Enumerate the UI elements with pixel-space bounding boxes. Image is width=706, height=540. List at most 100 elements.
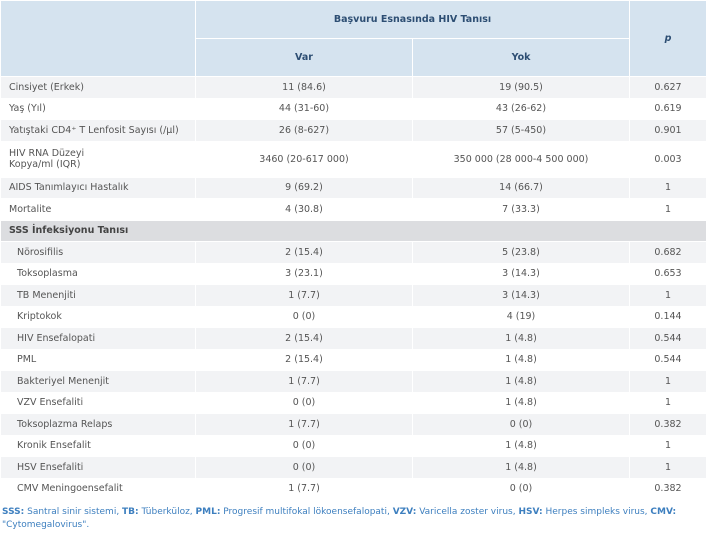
cell: 7 (33.3) <box>412 198 630 221</box>
table-row: Nörosifilis 2 (15.4) 5 (23.8) 0.682 <box>0 241 706 264</box>
table-row: Toksoplasma 3 (23.1) 3 (14.3) 0.653 <box>0 262 706 285</box>
cell: 2 (15.4) <box>195 241 413 264</box>
row-label: Cinsiyet (Erkek) <box>0 76 196 99</box>
cell: 1 (4.8) <box>412 370 630 393</box>
cell: 1 (7.7) <box>195 370 413 393</box>
table-row: Yatıştaki CD4⁺ T Lenfosit Sayısı (/µl) 26… <box>0 119 706 142</box>
cell: 1 (4.8) <box>412 434 630 457</box>
abbr: HSV: <box>518 507 543 517</box>
cell: 1 <box>629 370 706 393</box>
cell: 0 (0) <box>195 305 413 328</box>
cell: 0.627 <box>629 76 706 99</box>
header-p: p <box>629 0 706 77</box>
cell: 0 (0) <box>195 434 413 457</box>
cell: 43 (26-62) <box>412 97 630 120</box>
cell: 0.003 <box>629 140 706 178</box>
cell: 0.544 <box>629 348 706 371</box>
table-row: CMV Meningoensefalit 1 (7.7) 0 (0) 0.382 <box>0 477 706 500</box>
cell: 1 <box>629 284 706 307</box>
header-group: Başvuru Esnasında HIV Tanısı <box>195 0 630 39</box>
cell: 1 (4.8) <box>412 348 630 371</box>
abbr-text: Santral sinir sistemi, <box>24 507 123 517</box>
cell: 1 <box>629 391 706 414</box>
cell: 0 (0) <box>412 413 630 436</box>
row-label: AIDS Tanımlayıcı Hastalık <box>0 176 196 199</box>
abbr: SSS: <box>2 507 25 517</box>
cell: 9 (69.2) <box>195 176 413 199</box>
cell: 0.619 <box>629 97 706 120</box>
cell: 1 <box>629 456 706 479</box>
cell: 1 (7.7) <box>195 284 413 307</box>
table-row: AIDS Tanımlayıcı Hastalık 9 (69.2) 14 (66.… <box>0 176 706 199</box>
table-row: VZV Ensefaliti 0 (0) 1 (4.8) 1 <box>0 391 706 414</box>
table-row: HIV Ensefalopati 2 (15.4) 1 (4.8) 0.544 <box>0 327 706 350</box>
section-row: SSS İnfeksiyonu Tanısı <box>0 219 706 242</box>
abbr-text: Progresif multifokal lökoensefalopati, <box>220 507 393 517</box>
abbr-text: Herpes simpleks virus, <box>542 507 651 517</box>
cell: 2 (15.4) <box>195 327 413 350</box>
header-col: Yok <box>412 38 630 77</box>
cell: 1 <box>629 434 706 457</box>
cell: 4 (30.8) <box>195 198 413 221</box>
cell: 3 (23.1) <box>195 262 413 285</box>
row-label: HIV Ensefalopati <box>0 327 196 350</box>
cell: 3 (14.3) <box>412 284 630 307</box>
cell: 1 (4.8) <box>412 456 630 479</box>
row-label: Nörosifilis <box>0 241 196 264</box>
abbr: VZV: <box>392 507 417 517</box>
abbr-text: Varicella zoster virus, <box>416 507 519 517</box>
row-label: CMV Meningoensefalit <box>0 477 196 500</box>
table-row: Bakteriyel Menenjit 1 (7.7) 1 (4.8) 1 <box>0 370 706 393</box>
cell: 0.144 <box>629 305 706 328</box>
cell: 0.382 <box>629 413 706 436</box>
row-label: Bakteriyel Menenjit <box>0 370 196 393</box>
table-row: Kriptokok 0 (0) 4 (19) 0.144 <box>0 305 706 328</box>
section-title: SSS İnfeksiyonu Tanısı <box>0 219 706 242</box>
table-row: Toksoplazma Relaps 1 (7.7) 0 (0) 0.382 <box>0 413 706 436</box>
table-row: HSV Ensefaliti 0 (0) 1 (4.8) 1 <box>0 456 706 479</box>
footnote: SSS: Santral sinir sistemi, TB: Tüberkül… <box>0 500 706 532</box>
cell: 2 (15.4) <box>195 348 413 371</box>
row-label: Yatıştaki CD4⁺ T Lenfosit Sayısı (/µl) <box>0 119 196 142</box>
cell: 0 (0) <box>412 477 630 500</box>
cell: 1 (7.7) <box>195 413 413 436</box>
row-label: PML <box>0 348 196 371</box>
cell: 1 <box>629 198 706 221</box>
cell: 26 (8-627) <box>195 119 413 142</box>
cell: 0.682 <box>629 241 706 264</box>
table-row: Yaş (Yıl) 44 (31-60) 43 (26-62) 0.619 <box>0 97 706 120</box>
cell: 3460 (20-617 000) <box>195 140 413 178</box>
table-row: PML 2 (15.4) 1 (4.8) 0.544 <box>0 348 706 371</box>
header-blank <box>0 0 196 77</box>
cell: 19 (90.5) <box>412 76 630 99</box>
row-label: TB Menenjiti <box>0 284 196 307</box>
row-label: VZV Ensefaliti <box>0 391 196 414</box>
abbr-text: "Cytomegalovirus". <box>2 520 90 530</box>
cell: 11 (84.6) <box>195 76 413 99</box>
cell: 5 (23.8) <box>412 241 630 264</box>
abbr: CMV: <box>650 507 677 517</box>
cell: 1 <box>629 176 706 199</box>
table-row: HIV RNA Düzeyi Kopya/ml (IQR) 3460 (20-61… <box>0 140 706 178</box>
row-label: HIV RNA Düzeyi Kopya/ml (IQR) <box>0 140 196 178</box>
cell: 14 (66.7) <box>412 176 630 199</box>
abbr: TB: <box>122 507 139 517</box>
cell: 1 (4.8) <box>412 327 630 350</box>
table-row: Cinsiyet (Erkek) 11 (84.6) 19 (90.5) 0.627 <box>0 76 706 99</box>
row-label: Toksoplazma Relaps <box>0 413 196 436</box>
cell: 0 (0) <box>195 391 413 414</box>
abbr: PML: <box>195 507 221 517</box>
row-label: Yaş (Yıl) <box>0 97 196 120</box>
cell: 4 (19) <box>412 305 630 328</box>
row-label: Mortalite <box>0 198 196 221</box>
cell: 0.653 <box>629 262 706 285</box>
row-label: Kriptokok <box>0 305 196 328</box>
cell: 1 (4.8) <box>412 391 630 414</box>
cell: 0.544 <box>629 327 706 350</box>
table-row: TB Menenjiti 1 (7.7) 3 (14.3) 1 <box>0 284 706 307</box>
cell: 0 (0) <box>195 456 413 479</box>
cell: 350 000 (28 000-4 500 000) <box>412 140 630 178</box>
cell: 44 (31-60) <box>195 97 413 120</box>
cell: 57 (5-450) <box>412 119 630 142</box>
data-table: Başvuru Esnasında HIV Tanısı p Var Yok C… <box>0 0 706 500</box>
